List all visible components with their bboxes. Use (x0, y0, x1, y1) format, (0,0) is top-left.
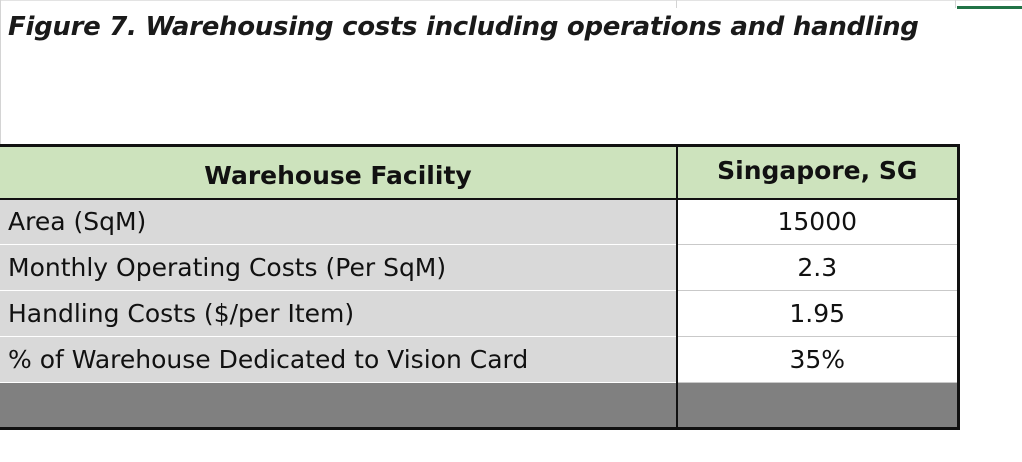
table-row: % of Warehouse Dedicated to Vision Card … (0, 336, 960, 383)
table-row: Area (SqM) 15000 (0, 198, 960, 245)
table-row: Monthly Operating Costs (Per SqM) 2.3 (0, 244, 960, 291)
footer-cell-right[interactable] (677, 382, 960, 430)
selected-cell-indicator (957, 6, 1022, 9)
row-value-dedicated-share[interactable]: 35% (677, 336, 960, 383)
figure-title: Figure 7. Warehousing costs including op… (8, 12, 919, 42)
row-value-operating-costs[interactable]: 2.3 (677, 244, 960, 291)
footer-cell-left[interactable] (0, 382, 678, 430)
table-row: Handling Costs ($/per Item) 1.95 (0, 290, 960, 337)
warehouse-cost-table: Warehouse Facility Singapore, SG Area (S… (0, 144, 960, 430)
row-value-handling-costs[interactable]: 1.95 (677, 290, 960, 337)
gridline-left (0, 0, 1, 145)
gridline-top (0, 0, 1022, 1)
row-label-operating-costs[interactable]: Monthly Operating Costs (Per SqM) (0, 244, 678, 291)
row-value-area[interactable]: 15000 (677, 198, 960, 245)
header-singapore[interactable]: Singapore, SG (677, 144, 960, 200)
gridline-column-b (955, 0, 956, 8)
table-footer-row (0, 382, 960, 430)
table-header-row: Warehouse Facility Singapore, SG (0, 144, 960, 200)
header-warehouse-facility[interactable]: Warehouse Facility (0, 144, 678, 200)
row-label-area[interactable]: Area (SqM) (0, 198, 678, 245)
gridline-column-a (676, 0, 677, 8)
row-label-dedicated-share[interactable]: % of Warehouse Dedicated to Vision Card (0, 336, 678, 383)
row-label-handling-costs[interactable]: Handling Costs ($/per Item) (0, 290, 678, 337)
cost-table: Warehouse Facility Singapore, SG Area (S… (0, 144, 960, 430)
